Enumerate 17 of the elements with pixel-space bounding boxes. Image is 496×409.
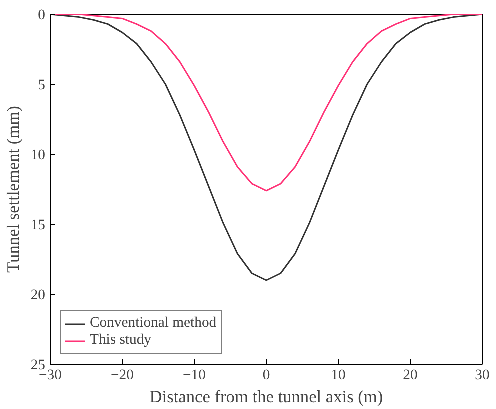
y-tick-label: 20 — [30, 288, 46, 304]
x-tick-label: −20 — [111, 368, 134, 384]
x-axis-title: Distance from the tunnel axis (m) — [150, 388, 384, 406]
y-tick-label: 25 — [30, 358, 46, 374]
x-tick-label: 0 — [262, 368, 270, 384]
legend-label: Conventional method — [90, 315, 217, 332]
y-tick-label: 15 — [30, 218, 46, 234]
y-axis-title: Tunnel settlement (mm) — [4, 106, 23, 273]
y-tick-label: 5 — [38, 78, 46, 94]
legend-label: This study — [90, 332, 152, 349]
x-tick-label: 10 — [331, 368, 346, 384]
y-tick-label: 10 — [30, 148, 46, 164]
x-tick-label: 30 — [475, 368, 490, 384]
line-series — [50, 14, 482, 192]
x-tick-label: 20 — [403, 368, 418, 384]
x-tick-label: −10 — [183, 368, 206, 384]
y-tick-label: 0 — [38, 8, 46, 24]
